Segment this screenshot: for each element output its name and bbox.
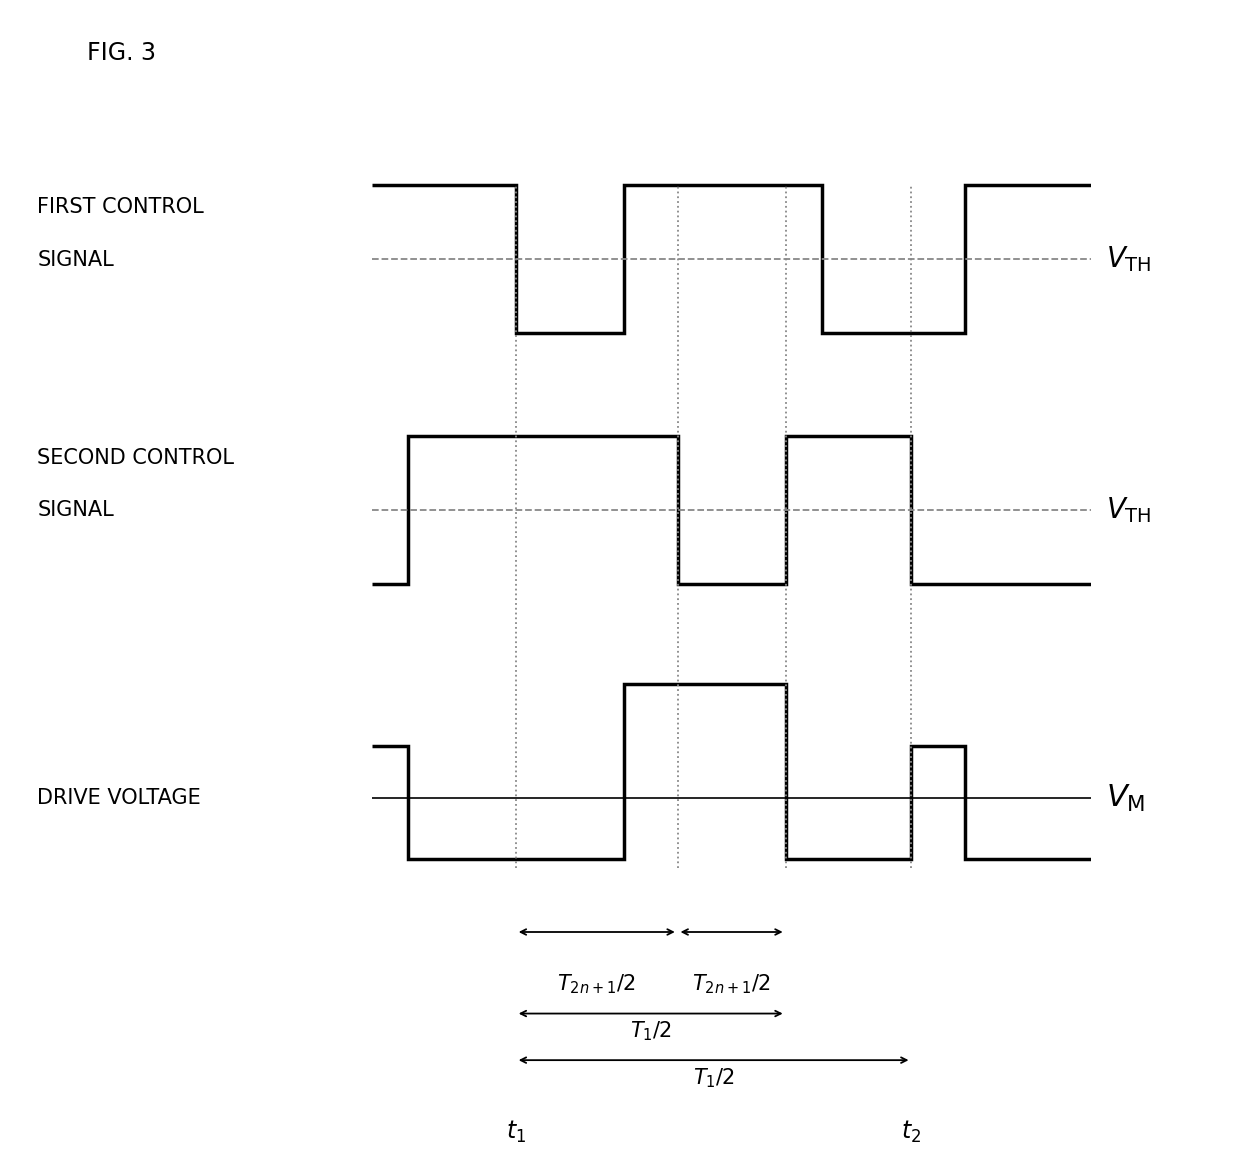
Text: $T_{2n+1}/2$: $T_{2n+1}/2$ — [692, 973, 771, 996]
Text: $V_{\mathsf{TH}}$: $V_{\mathsf{TH}}$ — [1106, 495, 1152, 524]
Text: $T_{2n+1}/2$: $T_{2n+1}/2$ — [558, 973, 636, 996]
Text: $t_2$: $t_2$ — [901, 1118, 921, 1144]
Text: DRIVE VOLTAGE: DRIVE VOLTAGE — [37, 788, 201, 809]
Text: $V_{\mathsf{M}}$: $V_{\mathsf{M}}$ — [1106, 783, 1146, 813]
Text: SECOND CONTROL: SECOND CONTROL — [37, 447, 234, 467]
Text: FIRST CONTROL: FIRST CONTROL — [37, 197, 203, 217]
Text: FIG. 3: FIG. 3 — [87, 41, 156, 65]
Text: $T_1/2$: $T_1/2$ — [630, 1019, 672, 1043]
Text: $t_1$: $t_1$ — [506, 1118, 526, 1144]
Text: $V_{\mathsf{TH}}$: $V_{\mathsf{TH}}$ — [1106, 245, 1152, 274]
Text: SIGNAL: SIGNAL — [37, 249, 114, 269]
Text: SIGNAL: SIGNAL — [37, 500, 114, 520]
Text: $T_1/2$: $T_1/2$ — [693, 1066, 734, 1089]
